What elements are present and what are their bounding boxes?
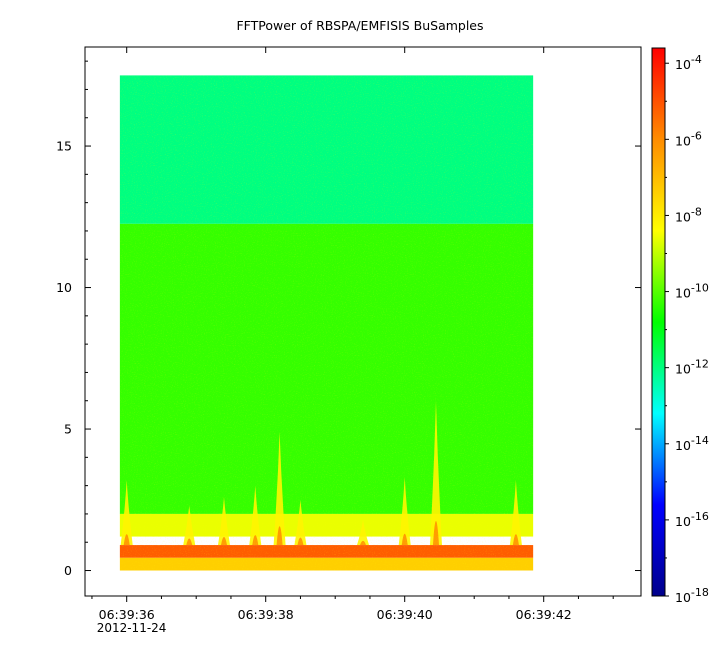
x-axis: 06:39:36 06:39:38 06:39:40 06:39:42 (91, 47, 614, 622)
colorbar-tick-exponent: -10 (691, 282, 709, 295)
spectrogram-speckle (119, 75, 534, 571)
colorbar-tick-label: 10-12 (675, 358, 709, 377)
y-axis-tick-label: 0 (64, 563, 72, 578)
y-axis-tick-label: 10 (56, 280, 72, 295)
colorbar-tick-exponent: -14 (691, 434, 709, 447)
y-axis: 0 5 10 15 (56, 60, 641, 578)
colorbar-tick-exponent: -6 (691, 129, 702, 142)
chart-title: FFTPower of RBSPA/EMFISIS BuSamples (236, 18, 483, 33)
x-axis-tick-label: 06:39:42 (516, 607, 572, 622)
y-axis-tick-label: 15 (56, 139, 72, 154)
colorbar-tick-label: 10-18 (675, 586, 709, 605)
colorbar-tick-base: 10 (675, 514, 691, 529)
y-axis-tick-label: 5 (64, 422, 72, 437)
colorbar-tick-label: 10-8 (675, 205, 702, 224)
x-axis-date-label: 2012-11-24 (97, 621, 167, 635)
x-axis-tick-label: 06:39:40 (377, 607, 433, 622)
colorbar-tick-label: 10-16 (675, 510, 709, 529)
colorbar-tick-exponent: -16 (691, 510, 709, 523)
colorbar-tick-exponent: -12 (691, 358, 709, 371)
colorbar-tick-label: 10-14 (675, 434, 709, 453)
colorbar-tick-base: 10 (675, 133, 691, 148)
colorbar-tick-label: 10-10 (675, 282, 709, 301)
colorbar-tick-exponent: -18 (691, 586, 709, 599)
colorbar (651, 47, 666, 597)
colorbar-tick-base: 10 (675, 438, 691, 453)
colorbar-tick-base: 10 (675, 209, 691, 224)
colorbar-tick-label: 10-4 (675, 53, 702, 72)
x-axis-tick-label: 06:39:38 (238, 607, 294, 622)
colorbar-tick-exponent: -4 (691, 53, 702, 66)
colorbar-tick-label: 10-6 (675, 129, 702, 148)
x-axis-tick-label: 06:39:36 (99, 607, 155, 622)
colorbar-tick-base: 10 (675, 590, 691, 605)
colorbar-tick-exponent: -8 (691, 205, 702, 218)
colorbar-tick-base: 10 (675, 362, 691, 377)
colorbar-tick-base: 10 (675, 286, 691, 301)
colorbar-tick-base: 10 (675, 57, 691, 72)
